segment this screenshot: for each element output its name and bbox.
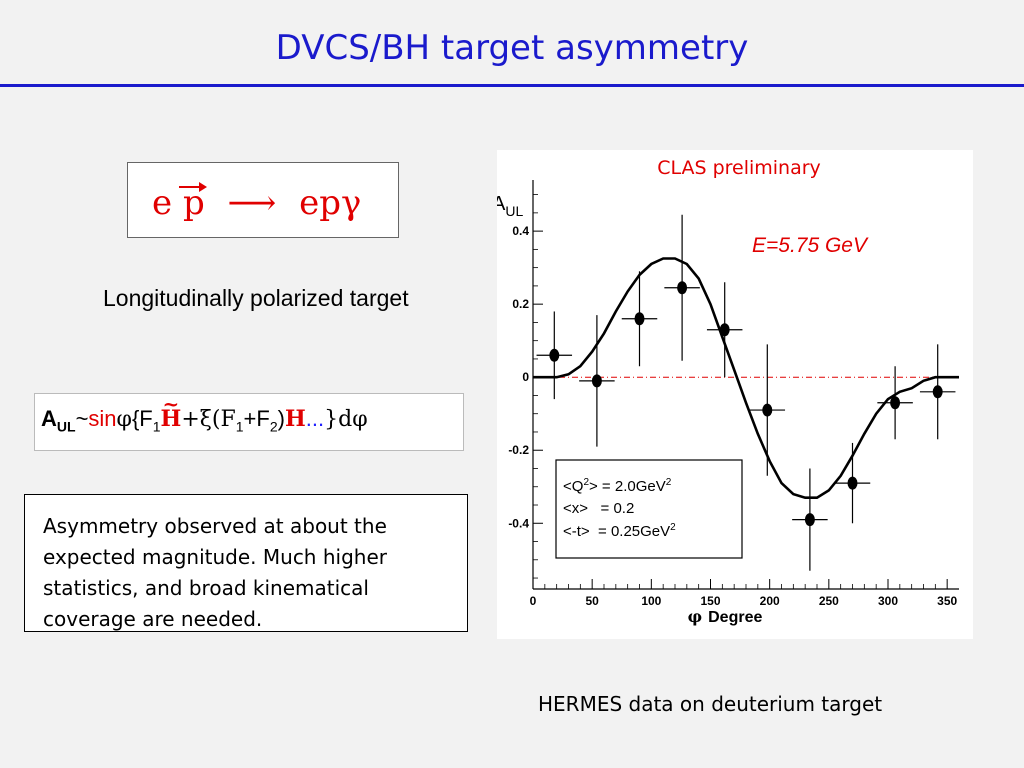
reaction-final-state: epγ [299, 183, 362, 223]
title-rule [0, 84, 1024, 87]
summary-text: Asymmetry observed at about the expected… [43, 514, 387, 631]
formula-open: {F [131, 406, 153, 431]
data-marker [677, 281, 688, 295]
formula-h2: H [284, 406, 306, 432]
y-axis-label: AUL [497, 193, 523, 219]
data-point-1 [536, 311, 573, 400]
data-point-2 [579, 315, 615, 447]
data-point-4 [664, 214, 700, 361]
energy-annotation: E=5.75 GeV [752, 234, 869, 257]
info-t: <-t> = 0.25GeV2 [563, 522, 676, 540]
y-tick-label-1: -0.2 [508, 443, 529, 457]
data-points [536, 214, 956, 571]
formula-a-sub: UL [56, 418, 76, 435]
info-q2: <Q2> = 2.0GeV2 [563, 477, 672, 495]
reaction-electron: e [152, 183, 173, 223]
y-axis-label-sub: UL [505, 203, 523, 219]
formula-tilde: ~ [75, 406, 89, 431]
asymmetry-plot: CLAS preliminary E=5.75 GeV AUL 0 50 100 15… [497, 157, 959, 626]
x-axis-label-symbol: φ [688, 607, 702, 626]
y-tick-label-2: 0 [522, 370, 529, 384]
x-tick-label-50: 50 [585, 594, 599, 608]
formula-sub2: 2 [269, 418, 278, 435]
data-point-6 [749, 344, 786, 476]
plot-title: CLAS preliminary [657, 157, 821, 179]
reaction-polarized-proton: p [178, 182, 207, 223]
x-tick-label-300: 300 [878, 594, 898, 608]
info-box: <Q2> = 2.0GeV2 <x> = 0.2 <-t> = 0.25GeV2 [555, 459, 743, 559]
x-tick-label-0: 0 [530, 594, 537, 608]
x-axis-label: φ Degree [688, 607, 763, 626]
fit-curve [533, 257, 959, 499]
data-marker [762, 403, 773, 417]
x-tick-label-350: 350 [937, 594, 957, 608]
y-tick-label-4: 0.4 [512, 224, 529, 238]
y-axis-label-main: A [497, 193, 506, 215]
data-marker [634, 312, 645, 326]
formula-h-tilde: ~ H [160, 392, 182, 432]
asymmetry-formula: AUL~sinφ{F1 ~ H+ξ(F1+F2)H...}dφ [41, 392, 368, 435]
data-point-5 [706, 282, 743, 378]
formula-hat: ~ [162, 392, 180, 416]
summary-box: Asymmetry observed at about the expected… [24, 494, 468, 632]
reaction-arrow: ⟶ [227, 183, 277, 223]
x-tick-label-100: 100 [641, 594, 661, 608]
fit-curve-path [533, 257, 959, 499]
formula-phi: φ [116, 407, 132, 432]
formula-close-paren: ) [277, 406, 285, 431]
formula-sub1: 1 [235, 418, 244, 435]
formula-plusf: +F [243, 406, 270, 431]
data-point-9 [877, 366, 913, 440]
formula-plus-xi: +ξ(F [181, 407, 236, 432]
x-tick-label-250: 250 [819, 594, 839, 608]
formula-sin: sin [88, 406, 117, 431]
reaction-equation: e p ⟶ epγ [152, 182, 362, 223]
polarization-description: Longitudinally polarized target [103, 285, 409, 311]
formula-dots: ... [305, 406, 325, 431]
plot-axes: 0 50 100 150 200 250 300 350 -0.4 -0.2 0 0.2 0.4 [508, 180, 959, 608]
info-x: <x> = 0.2 [563, 500, 634, 517]
formula-a: A [41, 406, 57, 431]
x-tick-label-200: 200 [760, 594, 780, 608]
y-tick-label-3: 0.2 [512, 297, 529, 311]
formula-box: AUL~sinφ{F1 ~ H+ξ(F1+F2)H...}dφ [34, 392, 464, 451]
formula-f-sub: 1 [152, 418, 161, 435]
x-axis-label-text: Degree [708, 609, 762, 626]
reaction-box: e p ⟶ epγ [127, 162, 399, 238]
data-marker [932, 385, 943, 399]
data-point-8 [834, 442, 871, 524]
info-box-frame [555, 459, 743, 559]
formula-h: H [160, 406, 182, 432]
footer-caption: HERMES data on deuterium target [538, 692, 883, 716]
data-marker [591, 374, 602, 388]
data-marker [847, 476, 858, 490]
x-tick-label-150: 150 [700, 594, 720, 608]
data-marker [549, 348, 560, 362]
data-point-10 [919, 344, 956, 440]
data-point-7 [792, 468, 828, 571]
data-marker [804, 513, 815, 527]
data-point-3 [621, 271, 658, 367]
formula-end: }dφ [324, 407, 368, 432]
data-marker [890, 396, 901, 410]
slide-title: DVCS/BH target asymmetry [275, 28, 749, 68]
data-marker [719, 323, 730, 337]
y-tick-label-0: -0.4 [508, 516, 529, 530]
